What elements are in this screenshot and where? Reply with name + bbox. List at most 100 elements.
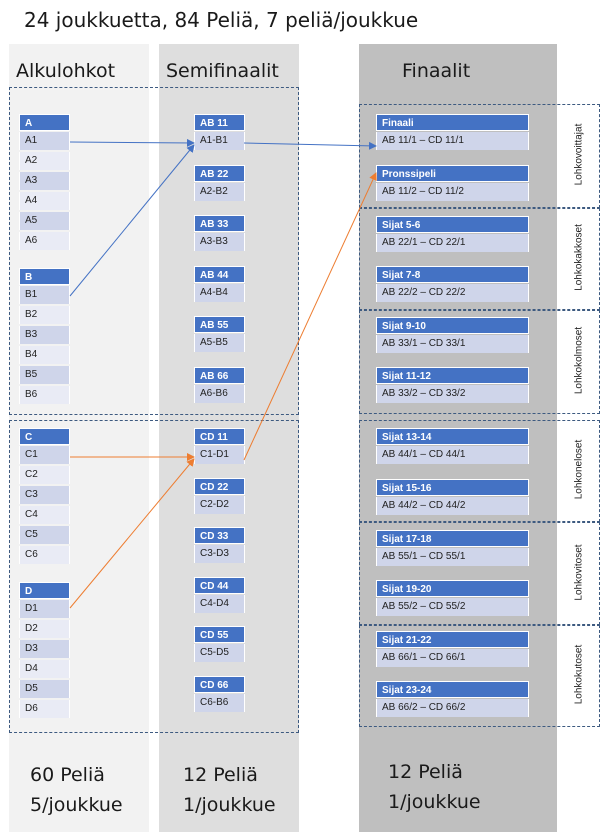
- team-cell: C1: [19, 446, 70, 464]
- semi-header: CD 33: [194, 527, 245, 545]
- diagram-title: 24 joukkuetta, 84 Peliä, 7 peliä/joukkue: [24, 8, 419, 32]
- final-header: Pronssipeli: [376, 165, 529, 182]
- team-cell: A4: [19, 192, 70, 210]
- team-cell: D4: [19, 660, 70, 678]
- team-cell: A1: [19, 132, 70, 150]
- final-match: AB 44/1 – CD 44/1: [376, 446, 529, 464]
- footer-alku-per-team: 5/joukkue: [30, 794, 123, 816]
- team-cell: B6: [19, 386, 70, 404]
- footer-semifinaalit: 12 Peliä 1/joukkue: [183, 760, 276, 820]
- team-cell: B2: [19, 306, 70, 324]
- finals-group-box: [359, 310, 600, 414]
- footer-alku-games: 60 Peliä: [30, 764, 105, 786]
- team-cell: D2: [19, 620, 70, 638]
- team-cell: A5: [19, 212, 70, 230]
- final-header: Sijat 19-20: [376, 580, 529, 597]
- finals-group-box: [359, 625, 600, 727]
- semi-match: A2-B2: [194, 182, 245, 201]
- final-header: Sijat 5-6: [376, 216, 529, 233]
- semi-header: AB 55: [194, 316, 245, 334]
- finals-group-box: [359, 522, 600, 625]
- finals-group-box: [359, 208, 600, 310]
- semi-match: A3-B3: [194, 233, 245, 252]
- team-cell: A3: [19, 172, 70, 190]
- team-cell: C2: [19, 466, 70, 484]
- semi-match: C4-D4: [194, 594, 245, 613]
- semi-header: AB 22: [194, 164, 245, 182]
- team-cell: C3: [19, 486, 70, 504]
- final-match: AB 22/2 – CD 22/2: [376, 284, 529, 302]
- final-match: AB 33/1 – CD 33/1: [376, 335, 529, 353]
- team-cell: B1: [19, 286, 70, 304]
- team-cell: A6: [19, 232, 70, 250]
- semi-match: A6-B6: [194, 385, 245, 403]
- final-match: AB 66/1 – CD 66/1: [376, 649, 529, 667]
- semi-header: AB 66: [194, 367, 245, 384]
- final-match: AB 44/2 – CD 44/2: [376, 497, 529, 515]
- final-header: Sijat 15-16: [376, 479, 529, 496]
- side-label: Lohkovitoset: [573, 543, 585, 601]
- semi-match: C6-B6: [194, 694, 245, 712]
- footer-fin-per-team: 1/joukkue: [388, 791, 481, 813]
- final-match: AB 55/1 – CD 55/1: [376, 548, 529, 566]
- team-cell: D6: [19, 700, 70, 718]
- semi-header: CD 66: [194, 676, 245, 693]
- side-label: Lohkokolmoset: [573, 326, 585, 395]
- final-match: AB 55/2 – CD 55/2: [376, 598, 529, 616]
- semi-header: CD 44: [194, 576, 245, 594]
- group-header: C: [19, 428, 70, 445]
- semi-match: C2-D2: [194, 495, 245, 514]
- side-label: Lohkovoittajat: [573, 123, 585, 186]
- side-label: Lohkoneloset: [573, 439, 585, 500]
- final-header: Sijat 13-14: [376, 428, 529, 445]
- final-match: AB 22/1 – CD 22/1: [376, 234, 529, 252]
- team-cell: D3: [19, 640, 70, 658]
- footer-finaalit: 12 Peliä 1/joukkue: [388, 757, 481, 817]
- final-match: AB 33/2 – CD 33/2: [376, 385, 529, 403]
- team-cell: B3: [19, 326, 70, 344]
- semi-header: AB 44: [194, 265, 245, 283]
- final-match: AB 11/1 – CD 11/1: [376, 132, 529, 150]
- finals-group-box: [359, 104, 600, 208]
- side-label: Lohkokutoset: [573, 644, 585, 705]
- final-header: Sijat 17-18: [376, 530, 529, 547]
- group-header: D: [19, 582, 70, 599]
- team-cell: C4: [19, 506, 70, 524]
- semi-header: AB 33: [194, 215, 245, 233]
- team-cell: D5: [19, 680, 70, 698]
- semi-match: A4-B4: [194, 283, 245, 302]
- team-cell: D1: [19, 600, 70, 618]
- semi-header: CD 22: [194, 477, 245, 495]
- semi-match: C3-D3: [194, 545, 245, 564]
- group-header: B: [19, 268, 70, 285]
- footer-fin-games: 12 Peliä: [388, 761, 463, 783]
- semi-header: CD 55: [194, 626, 245, 644]
- column-title-semifinaalit: Semifinaalit: [166, 60, 279, 82]
- footer-alkulohkot: 60 Peliä 5/joukkue: [30, 760, 123, 820]
- finals-group-box: [359, 420, 600, 522]
- footer-semi-per-team: 1/joukkue: [183, 794, 276, 816]
- team-cell: B5: [19, 366, 70, 384]
- team-cell: C6: [19, 546, 70, 564]
- team-cell: B4: [19, 346, 70, 364]
- team-cell: A2: [19, 152, 70, 170]
- final-match: AB 11/2 – CD 11/2: [376, 183, 529, 201]
- footer-semi-games: 12 Peliä: [183, 764, 258, 786]
- semi-match: C5-D5: [194, 644, 245, 663]
- final-header: Sijat 23-24: [376, 681, 529, 698]
- final-match: AB 66/2 – CD 66/2: [376, 699, 529, 717]
- column-title-finaalit: Finaalit: [402, 60, 471, 82]
- final-header: Sijat 11-12: [376, 367, 529, 384]
- final-header: Sijat 21-22: [376, 631, 529, 648]
- semi-match: C1-D1: [194, 446, 245, 464]
- team-cell: C5: [19, 526, 70, 544]
- semi-match: A5-B5: [194, 334, 245, 353]
- bracket-cd-box: [9, 420, 299, 733]
- semi-header: CD 11: [194, 428, 245, 445]
- semi-match: A1-B1: [194, 132, 245, 150]
- semi-header: AB 11: [194, 114, 245, 131]
- final-header: Sijat 9-10: [376, 317, 529, 334]
- final-header: Finaali: [376, 114, 529, 131]
- column-title-alkulohkot: Alkulohkot: [16, 60, 116, 82]
- group-header: A: [19, 114, 70, 131]
